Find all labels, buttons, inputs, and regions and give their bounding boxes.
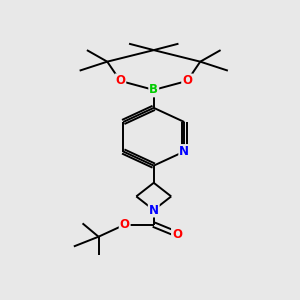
Text: O: O (182, 74, 192, 87)
Text: B: B (149, 83, 158, 96)
Text: O: O (120, 218, 130, 231)
Text: O: O (172, 228, 182, 241)
Text: O: O (115, 74, 125, 87)
Text: N: N (149, 203, 159, 217)
Text: N: N (179, 145, 189, 158)
